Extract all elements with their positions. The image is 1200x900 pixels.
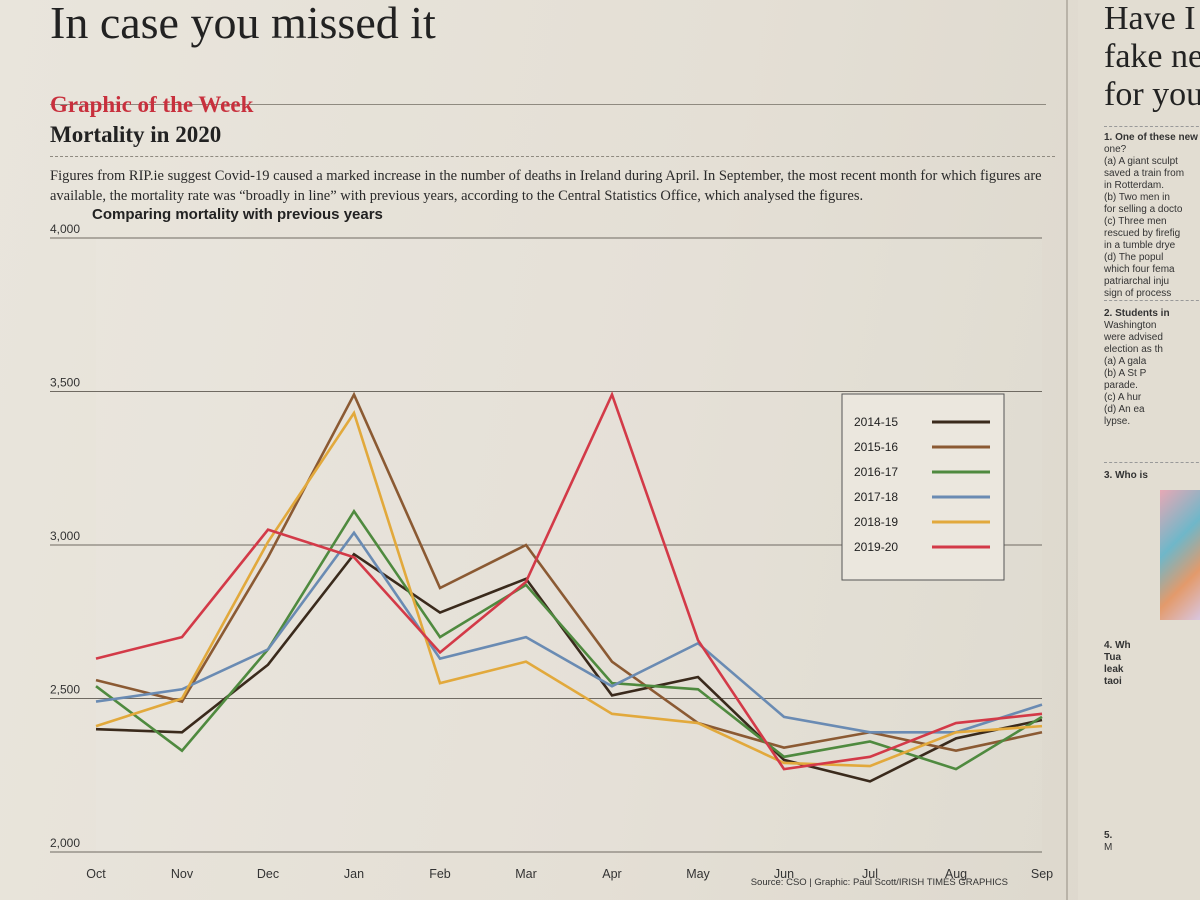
series-line-2018-19 [95, 410, 1043, 768]
quiz-line: in a tumble drye [1104, 240, 1176, 251]
quiz-question-5: 5. M [1104, 830, 1200, 854]
x-tick-label: Jul [862, 867, 878, 881]
mortality-chart: 2,000 2,500 3,000 3,500 4,000 Oct Nov Dec Jan Feb… [50, 222, 1053, 888]
quiz-line: saved a train from [1104, 168, 1185, 179]
quiz-line: were advised [1104, 332, 1163, 343]
quiz-line: Tua [1104, 652, 1122, 663]
series-line-2017-18 [95, 530, 1043, 734]
quiz-line: 3. Who is [1104, 470, 1148, 481]
section-kicker: Graphic of the Week [50, 92, 254, 117]
quiz-line: (c) A hur [1104, 392, 1142, 403]
x-tick-label: Jan [344, 867, 364, 881]
x-tick-label: Feb [429, 867, 451, 881]
quiz-title: Have I g fake ne for you [1104, 0, 1200, 114]
y-tick-label: 3,500 [50, 376, 80, 390]
quiz-line: (c) Three men [1104, 216, 1167, 227]
legend-label: 2015-16 [854, 440, 898, 454]
y-tick-label: 4,000 [50, 222, 80, 236]
quiz-line: leak [1104, 664, 1124, 675]
quiz-line: (d) An ea [1104, 404, 1145, 415]
x-tick-label: Sep [1031, 867, 1053, 881]
quiz-line: for selling a docto [1104, 204, 1183, 215]
x-tick-label: Apr [602, 867, 621, 881]
quiz-line: one? [1104, 144, 1127, 155]
quiz-line: (a) A gala [1104, 356, 1147, 367]
quiz-question-3: 3. Who is [1104, 470, 1200, 482]
quiz-line: (b) Two men in [1104, 192, 1170, 203]
section-subhead: Mortality in 2020 [50, 122, 222, 147]
quiz-photo [1160, 490, 1200, 620]
series-line-2014-15 [95, 552, 1043, 783]
quiz-line: rescued by firefig [1104, 228, 1181, 239]
dotted-divider [50, 156, 1055, 157]
quiz-line: 5. [1104, 830, 1113, 841]
x-tick-label: Aug [945, 867, 967, 881]
x-tick-label: Oct [86, 867, 106, 881]
x-tick-label: Mar [515, 867, 537, 881]
quiz-question-1: 1. One of these new one? (a) A giant sculp… [1104, 132, 1200, 300]
legend-label: 2018-19 [854, 515, 898, 529]
x-tick-label: Jun [774, 867, 794, 881]
quiz-rule [1104, 126, 1200, 128]
series-line-2015-16 [95, 391, 1043, 753]
quiz-line: Washington [1104, 320, 1157, 331]
legend-label: 2017-18 [854, 490, 898, 504]
quiz-rule [1104, 300, 1200, 302]
quiz-question-2: 2. Students in Washington were advised elec… [1104, 308, 1200, 428]
quiz-line: 2. Students in [1104, 308, 1170, 319]
quiz-line: (b) A St P [1104, 368, 1147, 379]
quiz-line: (a) A giant sculpt [1104, 156, 1178, 167]
quiz-line: lypse. [1104, 416, 1131, 427]
quiz-question-4: 4. Wh Tua leak taoi [1104, 640, 1200, 688]
y-tick-label: 3,000 [50, 529, 80, 543]
quiz-line: patriarchal inju [1104, 276, 1170, 287]
headline-rule [50, 104, 1046, 105]
y-tick-label: 2,000 [50, 836, 80, 850]
chart-title: Comparing mortality with previous years [92, 206, 383, 223]
legend-label: 2014-15 [854, 415, 898, 429]
series-line-2019-20 [95, 391, 1043, 771]
quiz-rule [1104, 462, 1200, 464]
quiz-line: election as th [1104, 344, 1163, 355]
x-tick-label: Dec [257, 867, 279, 881]
intro-paragraph: Figures from RIP.ie suggest Covid-19 cau… [50, 168, 1042, 204]
adjacent-column: Have I g fake ne for you 1. One of these… [1078, 0, 1200, 900]
quiz-line: sign of process [1104, 288, 1172, 299]
x-tick-label: May [686, 867, 710, 881]
quiz-title-line: for you [1104, 76, 1200, 113]
quiz-title-line: fake ne [1104, 38, 1200, 75]
legend-label: 2016-17 [854, 465, 898, 479]
column-gutter [1066, 0, 1068, 900]
chart-source: Source: CSO | Graphic: Paul Scott/IRISH … [751, 877, 1008, 888]
quiz-line: 4. Wh [1104, 640, 1131, 651]
quiz-line: M [1104, 842, 1113, 853]
quiz-line: (d) The popul [1104, 252, 1164, 263]
page-headline: In case you missed it [50, 0, 436, 48]
quiz-title-line: Have I g [1104, 0, 1200, 37]
y-tick-label: 2,500 [50, 683, 80, 697]
x-tick-label: Nov [171, 867, 194, 881]
quiz-line: parade. [1104, 380, 1138, 391]
quiz-line: which four fema [1104, 264, 1175, 275]
quiz-line: taoi [1104, 676, 1122, 687]
legend-box [841, 393, 1005, 581]
quiz-line: in Rotterdam. [1104, 180, 1165, 191]
series-line-2016-17 [95, 508, 1043, 771]
legend-label: 2019-20 [854, 540, 898, 554]
quiz-line: 1. One of these new [1104, 132, 1198, 143]
